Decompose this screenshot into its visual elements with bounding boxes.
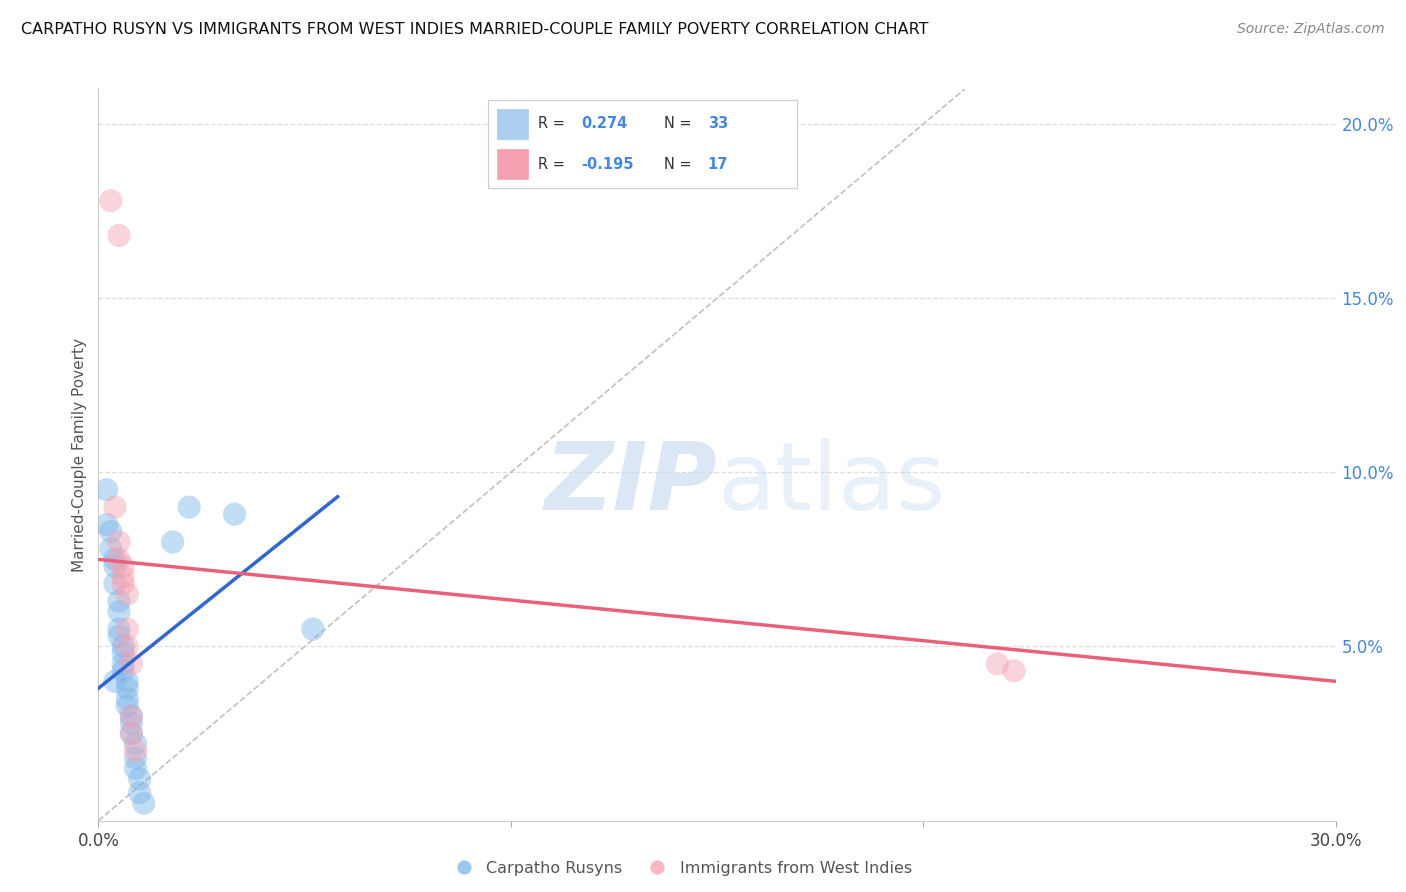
Point [120, 709, 142, 723]
Point [108, 622, 131, 636]
Legend: Carpatho Rusyns, Immigrants from West Indies: Carpatho Rusyns, Immigrants from West In… [441, 855, 918, 882]
Point [120, 726, 142, 740]
Point [100, 524, 122, 539]
Point [117, 674, 139, 689]
Point [100, 194, 122, 208]
Point [224, 507, 246, 521]
Point [124, 737, 146, 751]
Point [112, 559, 135, 574]
Text: CARPATHO RUSYN VS IMMIGRANTS FROM WEST INDIES MARRIED-COUPLE FAMILY POVERTY CORR: CARPATHO RUSYN VS IMMIGRANTS FROM WEST I… [21, 22, 928, 37]
Point [112, 664, 135, 678]
Point [96, 517, 118, 532]
Point [179, 500, 201, 515]
Y-axis label: Married-Couple Family Poverty: Married-Couple Family Poverty [72, 338, 87, 572]
Point [100, 541, 122, 556]
Point [986, 657, 1008, 671]
Point [117, 640, 139, 654]
Point [108, 605, 131, 619]
Point [104, 576, 127, 591]
Point [302, 622, 325, 636]
Point [124, 744, 146, 758]
Point [128, 786, 150, 800]
Point [120, 726, 142, 740]
Point [112, 647, 135, 661]
Point [108, 552, 131, 566]
Point [112, 576, 135, 591]
Text: Source: ZipAtlas.com: Source: ZipAtlas.com [1237, 22, 1385, 37]
Point [117, 587, 139, 601]
Point [104, 552, 127, 566]
Point [104, 559, 127, 574]
Point [117, 622, 139, 636]
Point [117, 681, 139, 696]
Point [108, 535, 131, 549]
Point [120, 709, 142, 723]
Point [112, 657, 135, 671]
Point [108, 629, 131, 643]
Point [117, 691, 139, 706]
Point [1002, 664, 1025, 678]
Text: ZIP: ZIP [544, 438, 717, 530]
Point [96, 483, 118, 497]
Point [124, 761, 146, 775]
Text: atlas: atlas [717, 438, 945, 530]
Point [104, 674, 127, 689]
Point [112, 640, 135, 654]
Point [117, 698, 139, 713]
Point [108, 594, 131, 608]
Point [120, 657, 142, 671]
Point [128, 772, 150, 786]
Point [132, 796, 155, 810]
Point [120, 716, 142, 731]
Point [104, 500, 127, 515]
Point [108, 228, 131, 243]
Point [124, 751, 146, 765]
Point [162, 535, 184, 549]
Point [112, 570, 135, 584]
